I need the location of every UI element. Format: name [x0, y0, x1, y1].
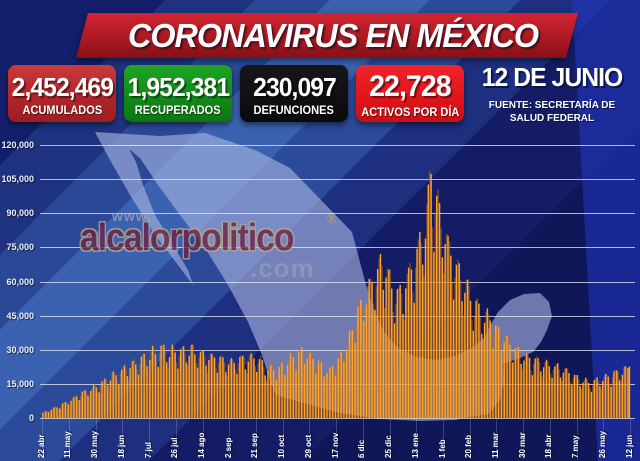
stat-activos-label: ACTIVOS POR DÍA: [360, 104, 460, 119]
title-banner: CORONAVIRUS EN MÉXICO: [75, 13, 578, 58]
stat-acumulados-label: ACUMULADOS: [22, 102, 102, 117]
stat-defunciones-label: DEFUNCIONES: [253, 102, 335, 117]
source-note: FUENTE: SECRETARÍA DE SALUD FEDERAL: [488, 99, 616, 125]
stat-defunciones: 230,097 DEFUNCIONES: [240, 65, 348, 122]
date-block: 12 DE JUNIO FUENTE: SECRETARÍA DE SALUD …: [468, 62, 636, 125]
stat-defunciones-value: 230,097: [252, 71, 337, 102]
stat-acumulados: 2,452,469 ACUMULADOS: [8, 65, 116, 122]
stats-row: 2,452,469 ACUMULADOS 1,952,381 RECUPERAD…: [8, 65, 464, 122]
stat-recuperados-value: 1,952,381: [127, 71, 229, 102]
stat-recuperados-label: RECUPERADOS: [135, 102, 221, 117]
stat-activos-value: 22,728: [369, 69, 451, 103]
report-date: 12 DE JUNIO: [481, 62, 624, 92]
stat-recuperados: 1,952,381 RECUPERADOS: [124, 65, 232, 122]
stat-acumulados-value: 2,452,469: [11, 71, 113, 102]
stat-activos: 22,728 ACTIVOS POR DÍA: [356, 65, 464, 122]
page-title: CORONAVIRUS EN MÉXICO: [127, 16, 539, 54]
